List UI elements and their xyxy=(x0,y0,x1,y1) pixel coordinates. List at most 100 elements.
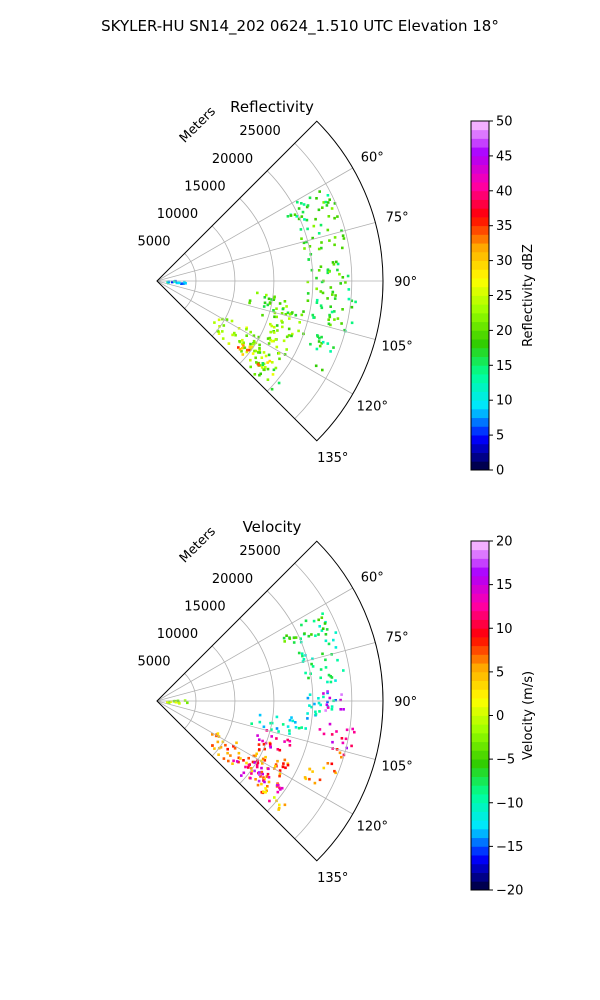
echo-cell xyxy=(339,698,342,702)
echo-cell xyxy=(299,228,303,231)
echo-cell xyxy=(267,767,270,771)
echo-cell xyxy=(336,215,339,218)
echo-cell xyxy=(328,315,332,319)
reflectivity-colorbar xyxy=(470,120,490,471)
echo-cell xyxy=(311,657,314,661)
echo-cell xyxy=(304,727,307,730)
echo-cell xyxy=(306,717,309,720)
echo-cell xyxy=(330,207,334,210)
colorbar-tick-label: 20 xyxy=(496,535,513,550)
echo-cell xyxy=(320,241,323,244)
echo-cell xyxy=(329,680,333,684)
echo-cell xyxy=(323,622,327,625)
echo-cell xyxy=(230,319,234,323)
colorbar-segment xyxy=(471,881,489,891)
colorbar-segment xyxy=(471,663,489,673)
echo-cell xyxy=(258,348,261,352)
echo-cell xyxy=(324,639,328,643)
colorbar-segment xyxy=(471,190,489,200)
echo-cell xyxy=(241,338,244,342)
echo-cell xyxy=(250,772,253,775)
colorbar-segment xyxy=(471,680,489,690)
echo-cell xyxy=(335,730,338,733)
echo-cell xyxy=(314,634,317,637)
echo-cell xyxy=(219,746,223,749)
echo-cell xyxy=(318,728,322,731)
echo-cell xyxy=(329,305,332,308)
echo-cell xyxy=(167,281,170,285)
echo-cell xyxy=(173,280,176,283)
echo-cell xyxy=(237,751,241,755)
echo-cell xyxy=(261,313,264,317)
colorbar-segment xyxy=(471,321,489,331)
echo-cell xyxy=(325,703,329,706)
echo-cell xyxy=(321,291,325,295)
echo-cell xyxy=(318,778,322,782)
echo-cell xyxy=(350,299,354,303)
echo-cell xyxy=(222,757,226,760)
echo-cell xyxy=(262,743,266,746)
velocity-title: Velocity xyxy=(243,518,302,536)
echo-cell xyxy=(313,781,317,785)
echo-cell xyxy=(271,361,274,364)
colorbar-segment xyxy=(471,452,489,462)
echo-cell xyxy=(333,243,336,247)
echo-cell xyxy=(292,636,296,640)
echo-cell xyxy=(239,757,242,760)
echo-cell xyxy=(272,309,275,312)
echo-cell xyxy=(294,726,298,729)
echo-cell xyxy=(289,214,293,217)
colorbar-segment xyxy=(471,216,489,227)
echo-cell xyxy=(266,772,270,776)
colorbar-segment xyxy=(471,567,489,577)
echo-cell xyxy=(252,334,256,337)
echo-cell xyxy=(319,265,323,268)
colorbar-segment xyxy=(471,365,489,375)
echo-cell xyxy=(341,234,345,237)
echo-cell xyxy=(290,312,293,315)
echo-cell xyxy=(300,237,303,240)
velocity-azimuth-ticks: 60° 75° 90° 105° 120° 135° xyxy=(317,571,417,886)
echo-cell xyxy=(321,340,325,344)
echo-cell xyxy=(248,299,252,302)
echo-cell xyxy=(284,766,287,770)
echo-cell xyxy=(315,276,318,280)
colorbar-segment xyxy=(471,147,489,157)
echo-cell xyxy=(249,347,253,351)
colorbar-segment xyxy=(471,671,489,681)
echo-cell xyxy=(320,306,324,310)
echo-cell xyxy=(318,710,321,713)
echo-cell xyxy=(288,317,291,320)
echo-cell xyxy=(317,340,321,343)
echo-cell xyxy=(175,281,179,285)
colorbar-tick-label: −5 xyxy=(496,753,515,768)
echo-cell xyxy=(347,288,351,291)
colorbar-segment xyxy=(471,286,489,296)
echo-cell xyxy=(277,352,281,355)
echo-cell xyxy=(325,204,329,207)
echo-cell xyxy=(305,205,309,209)
echo-cell xyxy=(340,322,343,325)
echo-cell xyxy=(258,720,262,724)
echo-cell xyxy=(285,634,288,637)
echo-cell xyxy=(326,194,330,197)
echo-cell xyxy=(354,300,357,304)
range-tick-label: 25000 xyxy=(239,124,280,139)
echo-cell xyxy=(216,732,220,735)
echo-cell xyxy=(255,765,259,769)
echo-cell xyxy=(312,224,316,228)
echo-cell xyxy=(273,796,276,799)
echo-cell xyxy=(180,282,183,285)
echo-cell xyxy=(249,365,252,369)
colorbar-tick-label: −20 xyxy=(496,884,523,899)
echo-cell xyxy=(322,695,325,699)
echo-cell xyxy=(334,294,337,297)
echo-cell xyxy=(332,346,335,349)
colorbar-segment xyxy=(471,654,489,664)
echo-cell xyxy=(278,357,281,361)
echo-cell xyxy=(303,247,306,250)
azimuth-tick-label: 135° xyxy=(317,451,348,466)
azimuth-tick-label: 105° xyxy=(381,339,412,354)
echo-cell xyxy=(350,321,354,325)
echo-cell xyxy=(326,228,330,232)
